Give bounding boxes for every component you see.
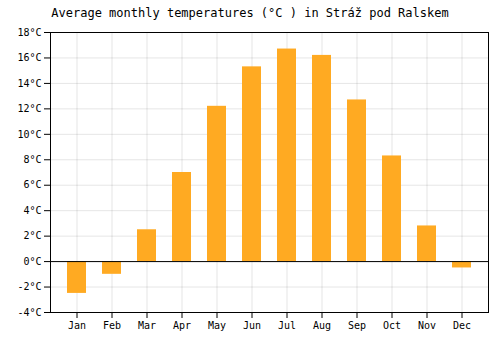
svg-text:-4°C: -4°C	[17, 307, 41, 318]
svg-text:8°C: 8°C	[23, 154, 41, 165]
html-text:Average monthly temperatures (: Average monthly temperatures (°C ) in St…	[51, 6, 449, 20]
svg-text:Jul: Jul	[278, 320, 296, 331]
svg-text:2°C: 2°C	[23, 230, 41, 241]
svg-text:Nov: Nov	[418, 320, 436, 331]
svg-text:Sep: Sep	[348, 320, 366, 331]
svg-text:10°C: 10°C	[17, 129, 41, 140]
svg-text:4°C: 4°C	[23, 205, 41, 216]
svg-text:Mar: Mar	[138, 320, 156, 331]
svg-text:6°C: 6°C	[23, 179, 41, 190]
svg-text:Apr: Apr	[173, 320, 191, 331]
svg-text:16°C: 16°C	[17, 52, 41, 63]
svg-text:Feb: Feb	[103, 320, 121, 331]
svg-text:Oct: Oct	[383, 320, 401, 331]
svg-text:Jun: Jun	[243, 320, 261, 331]
svg-text:0°C: 0°C	[23, 256, 41, 267]
svg-text:Aug: Aug	[313, 320, 331, 331]
svg-text:18°C: 18°C	[17, 27, 41, 38]
svg-text:12°C: 12°C	[17, 103, 41, 114]
svg-text:14°C: 14°C	[17, 78, 41, 89]
svg-text:Dec: Dec	[453, 320, 471, 331]
svg-text:May: May	[208, 320, 226, 331]
svg-text:-2°C: -2°C	[17, 281, 41, 292]
svg-text:Jan: Jan	[68, 320, 86, 331]
